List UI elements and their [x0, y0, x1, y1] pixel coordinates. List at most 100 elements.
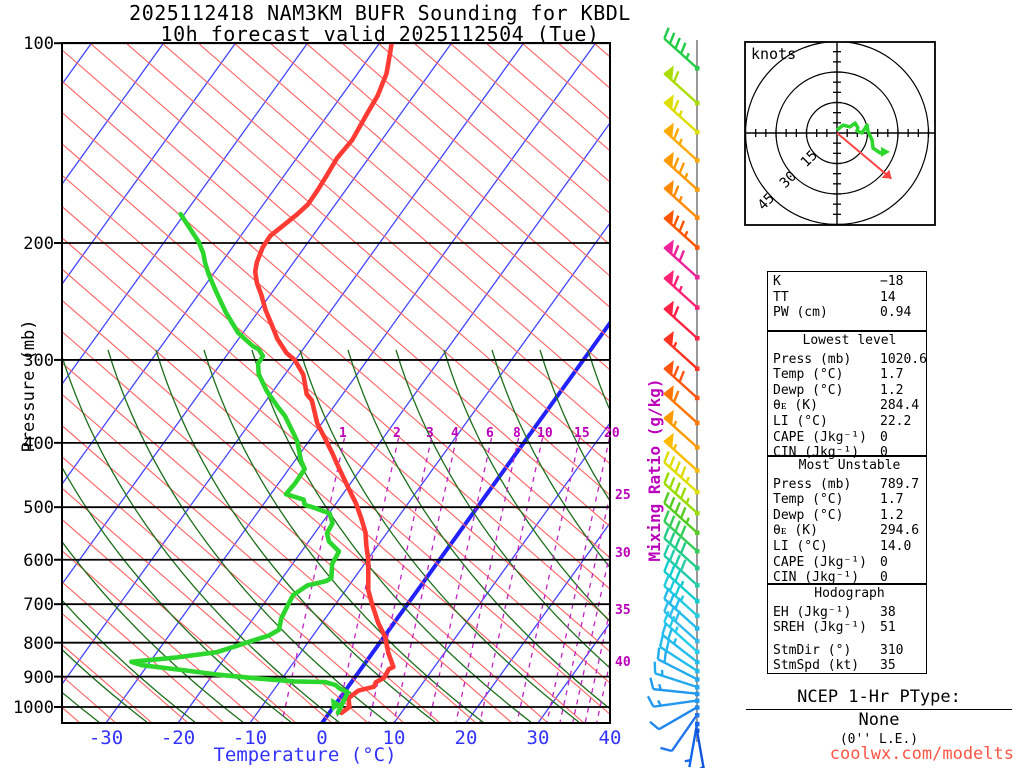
mixing-ratio-line	[559, 494, 610, 723]
wind-barb	[663, 610, 700, 655]
pressure-tick-label: 700	[23, 595, 54, 616]
stat-row: LI (°C) 22.2	[773, 414, 926, 430]
dry-adiabat	[62, 205, 610, 684]
stat-label: CIN (Jkg⁻¹)	[773, 570, 860, 586]
wind-barb	[663, 180, 700, 220]
stat-value: −18	[880, 274, 904, 289]
stat-row: PW (cm) 0.94	[773, 305, 926, 321]
stat-value: 38	[880, 604, 896, 620]
stat-label: PW (cm)	[773, 305, 828, 321]
stat-row: Press (mb) 1020.6	[773, 351, 927, 368]
wind-barb	[695, 728, 705, 768]
stat-label: Press (mb)	[773, 476, 852, 492]
moist-adiabat	[443, 349, 610, 623]
watermark-link[interactable]: coolwx.com/modelts	[829, 744, 1014, 764]
mixing-ratio-line	[479, 437, 544, 723]
wind-barb	[663, 574, 700, 618]
stat-value: 51	[880, 620, 896, 636]
stat-value: 310	[880, 642, 904, 658]
dry-adiabat	[62, 49, 610, 528]
isotherm	[249, 221, 610, 723]
temperature-tick-label: 40	[598, 727, 622, 749]
ptype-note: (0'' L.E.)	[839, 732, 919, 747]
wind-barb	[663, 544, 700, 588]
dry-adiabat	[62, 518, 297, 723]
wind-barb	[663, 360, 700, 401]
mixing-ratio-line	[455, 437, 520, 723]
mixing-ratio-line	[595, 661, 610, 723]
mixing-ratio-tick-label: 30	[615, 546, 631, 561]
stats-section-title: Hodograph	[814, 586, 885, 601]
mixing-ratio-tick-label: 8	[513, 426, 521, 441]
mixing-ratio-line	[546, 437, 610, 723]
stat-row: TT 14	[773, 290, 926, 306]
dry-adiabat	[269, 43, 610, 340]
dry-adiabat	[89, 43, 610, 496]
stat-value: 22.2	[880, 413, 912, 429]
mixing-ratio-line	[368, 437, 433, 723]
hodograph-units-label: knots	[751, 45, 797, 63]
mixing-ratio-tick-label: 25	[615, 488, 631, 503]
dry-adiabat	[377, 43, 610, 246]
mixing-ratio-tick-label: 40	[615, 655, 631, 670]
stat-value: 0	[880, 554, 888, 570]
hodograph	[745, 42, 935, 225]
stat-value: 1020.6	[880, 351, 927, 367]
pressure-tick-label: 600	[23, 550, 54, 571]
stats-section: Lowest level Press (mb) 1020.6 Temp (°C) 1.7…	[767, 330, 927, 460]
mixing-ratio-axis-label: Mixing Ratio (g/kg)	[645, 378, 664, 562]
pressure-tick-label: 1000	[13, 698, 54, 718]
pressure-tick-label: 100	[23, 34, 54, 55]
stat-label: TT	[773, 289, 789, 305]
isotherm	[105, 43, 597, 723]
mixing-ratio-line	[335, 437, 400, 723]
dry-adiabat	[197, 43, 610, 402]
temperature-trace	[252, 43, 396, 716]
stat-value: 0	[880, 429, 888, 445]
stat-label: CAPE (Jkg⁻¹)	[773, 554, 867, 570]
stat-row: CAPE (Jkg⁻¹) 0	[773, 555, 926, 571]
stats-section-title: Lowest level	[802, 333, 897, 348]
stat-row: Temp (°C) 1.7	[773, 367, 926, 383]
wind-barb	[663, 151, 700, 192]
stat-label: θᴇ (K)	[773, 398, 818, 414]
stat-label: StmSpd (kt)	[773, 658, 860, 674]
wind-barb	[649, 677, 700, 697]
temperature-tick-label: 10	[382, 727, 406, 749]
plot-border	[61, 42, 611, 724]
wind-barb	[663, 600, 700, 644]
dewpoint-trace-arrowhead	[331, 698, 343, 711]
wind-barb	[661, 623, 700, 665]
temperature-tick-label: 0	[316, 727, 328, 749]
temperature-tick-label: -30	[88, 727, 124, 749]
stat-label: LI (°C)	[773, 538, 828, 554]
stat-value: 0.94	[880, 305, 912, 321]
wind-barb	[663, 510, 700, 554]
temperature-tick-label: 20	[454, 727, 478, 749]
wind-barb	[663, 331, 700, 371]
mixing-ratio-tick-label: 10	[537, 426, 553, 441]
temperature-tick-label: 30	[526, 727, 550, 749]
stat-row: CAPE (Jkg⁻¹) 0	[773, 430, 926, 446]
wind-barb	[663, 432, 700, 473]
wind-barb	[660, 712, 700, 753]
wind-barb	[663, 122, 700, 163]
stat-row: θᴇ (K) 284.4	[773, 398, 926, 414]
stat-row: Dewp (°C) 1.2	[773, 508, 926, 524]
temperature-tick-label: -20	[160, 727, 196, 749]
wind-barb	[663, 527, 700, 571]
wind-barb	[663, 451, 700, 495]
stat-row: StmDir (°) 310	[773, 643, 926, 659]
wind-barb	[649, 705, 700, 731]
stat-value: 1.2	[880, 382, 904, 398]
dry-adiabat	[62, 299, 549, 723]
stat-label: SREH (Jkg⁻¹)	[773, 620, 867, 636]
stats-section: Hodograph EH (Jkg⁻¹) 38 SREH (Jkg⁻¹) 51 StmDi…	[767, 583, 927, 674]
mixing-ratio-tick-label: 20	[604, 426, 620, 441]
stat-label: EH (Jkg⁻¹)	[773, 604, 852, 620]
isotherm	[62, 43, 93, 86]
pressure-tick-label: 200	[23, 234, 54, 255]
temperature-axis-label: Temperature (°C)	[213, 744, 397, 766]
mixing-ratio-tick-label: 3	[426, 426, 434, 441]
